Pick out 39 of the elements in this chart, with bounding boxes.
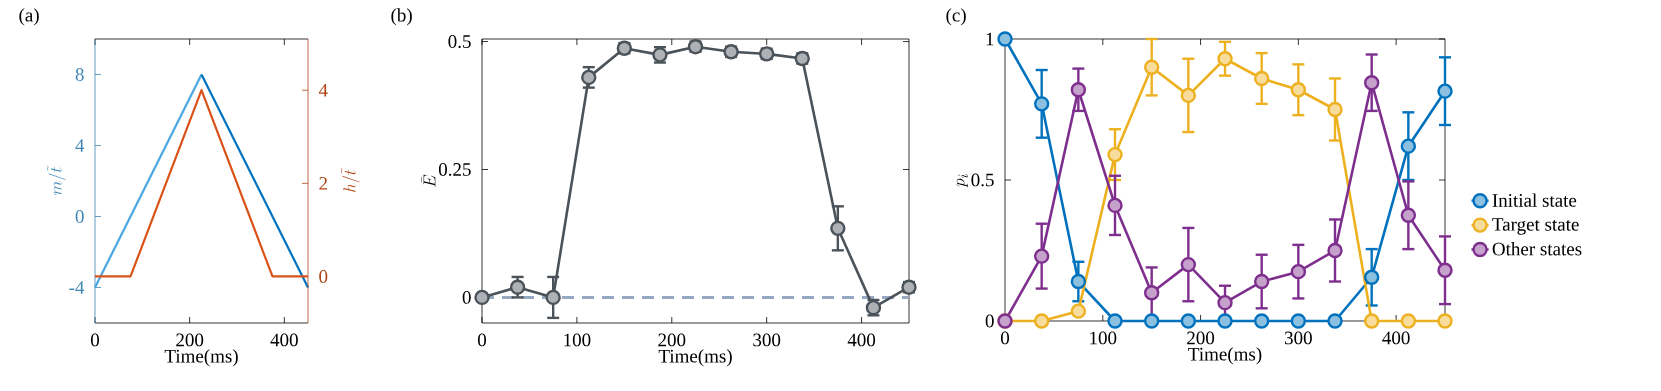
legend-label: Other states xyxy=(1492,242,1582,256)
y-tick-label: 0.5 xyxy=(448,35,471,49)
y-tick-label: 1 xyxy=(986,32,994,46)
x-tick-label: 300 xyxy=(753,333,781,347)
y-tick-label: 0 xyxy=(462,291,471,304)
y2-tick-label: 4 xyxy=(318,83,328,97)
y-tick-label: 0 xyxy=(985,314,994,328)
y-tick-label: 0.5 xyxy=(971,173,994,187)
x-tick-label: 200 xyxy=(658,333,686,347)
y-axis-title: $p_i$ xyxy=(956,174,969,188)
y-tick-label: -4 xyxy=(69,281,85,294)
x-tick-label: 400 xyxy=(1382,331,1410,345)
x-axis-title: Time(ms) xyxy=(1188,347,1262,365)
y-tick-label: 0.25 xyxy=(438,163,471,176)
x-tick-label: 0 xyxy=(90,333,100,347)
x-tick-label: 400 xyxy=(847,333,876,347)
x-tick-label: 0 xyxy=(477,333,487,347)
y-axis-title: $\bar{E}$ xyxy=(421,174,436,187)
chart-title: (b) xyxy=(391,8,412,26)
x-tick-label: 200 xyxy=(176,333,204,347)
x-tick-label: 200 xyxy=(1187,331,1215,345)
x-tick-label: 100 xyxy=(1090,331,1117,345)
y-tick-label: 0 xyxy=(75,210,84,223)
x-tick-label: 100 xyxy=(564,333,591,347)
y2-tick-label: 2 xyxy=(319,177,327,190)
x-axis-title: Time(ms) xyxy=(164,349,238,367)
x-tick-label: 0 xyxy=(1000,331,1010,345)
y-axis-title: $m/\tilde{t}$ xyxy=(46,165,66,195)
x-tick-label: 300 xyxy=(1285,331,1312,345)
y-tick-label: 4 xyxy=(75,139,85,152)
y2-axis-title: $h/\tilde{t}$ xyxy=(340,168,360,192)
y2-tick-label: 0 xyxy=(319,270,328,283)
y-tick-label: 8 xyxy=(75,68,84,81)
legend-label: Initial state xyxy=(1492,193,1577,207)
chart-title: (a) xyxy=(19,8,39,26)
x-tick-label: 400 xyxy=(270,333,298,347)
chart-title: (c) xyxy=(946,8,966,26)
legend-label: Target state xyxy=(1492,218,1579,235)
x-axis-title: Time(ms) xyxy=(658,349,732,367)
